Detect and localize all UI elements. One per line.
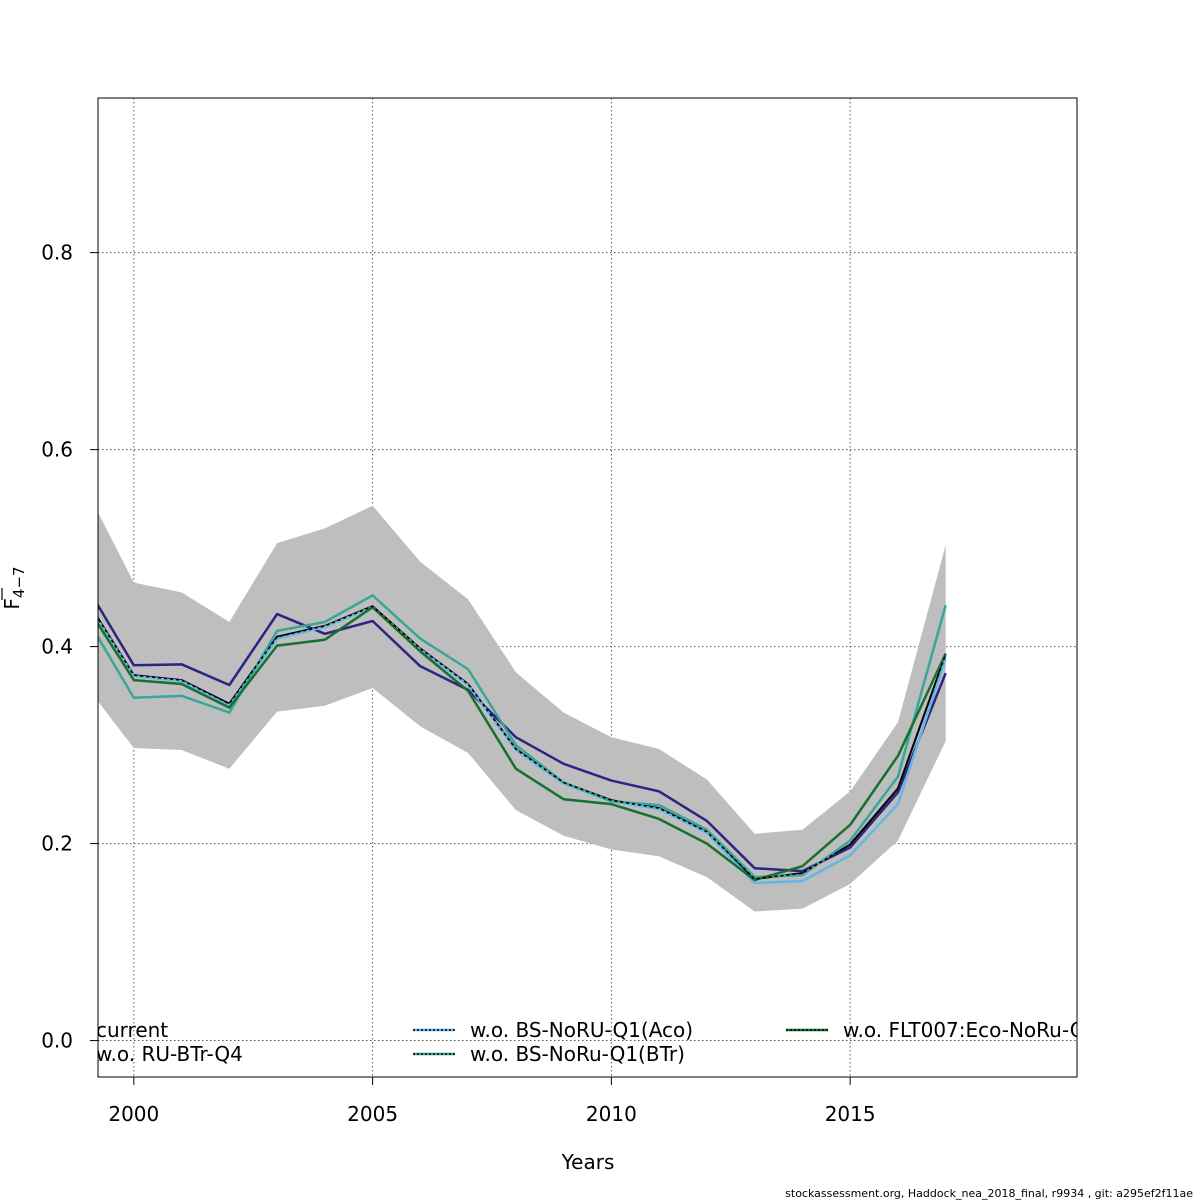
confidence-band-area xyxy=(98,505,946,912)
y-axis: 0.0 0.2 0.4 0.6 0.8 xyxy=(41,241,98,1053)
series-lines xyxy=(98,594,947,885)
y-axis-title-sub: 4−7 xyxy=(10,566,28,598)
x-tick-label-2: 2010 xyxy=(586,1102,637,1126)
y-axis-title-main: F xyxy=(0,598,24,610)
footer-note: stockassessment.org, Haddock_nea_2018_fi… xyxy=(785,1187,1193,1200)
y-tick-label-3: 0.6 xyxy=(41,438,73,462)
y-tick-label-0: 0.0 xyxy=(41,1029,73,1053)
y-tick-label-2: 0.4 xyxy=(41,635,73,659)
legend-label-2: w.o. BS-NoRU-Q1(Aco) xyxy=(470,1018,693,1042)
confidence-band xyxy=(98,505,946,912)
series-line-3 xyxy=(98,594,947,879)
y-tick-label-1: 0.2 xyxy=(41,832,73,856)
x-tick-label-1: 2005 xyxy=(347,1102,398,1126)
x-axis-title: Years xyxy=(561,1150,615,1174)
x-tick-label-0: 2000 xyxy=(108,1102,159,1126)
legend-label-1: w.o. RU-BTr-Q4 xyxy=(96,1042,243,1066)
legend-label-3: w.o. BS-NoRu-Q1(BTr) xyxy=(470,1042,685,1066)
plot-frame xyxy=(97,97,1078,1078)
series-line-4 xyxy=(98,605,947,882)
series-line-1 xyxy=(98,603,947,873)
legend-label-0: current xyxy=(96,1018,168,1042)
y-axis-title: F4−7 xyxy=(0,566,28,609)
series-line-5 xyxy=(98,605,947,880)
y-tick-label-4: 0.8 xyxy=(41,241,73,265)
legend-label-4: w.o. FLT007:Eco-NoRu-Q xyxy=(843,1018,1086,1042)
grid xyxy=(98,98,1077,1077)
x-axis: 2000 2005 2010 2015 xyxy=(108,1077,876,1126)
x-tick-label-3: 2015 xyxy=(825,1102,876,1126)
svg-text:F4−7: F4−7 xyxy=(0,566,28,609)
